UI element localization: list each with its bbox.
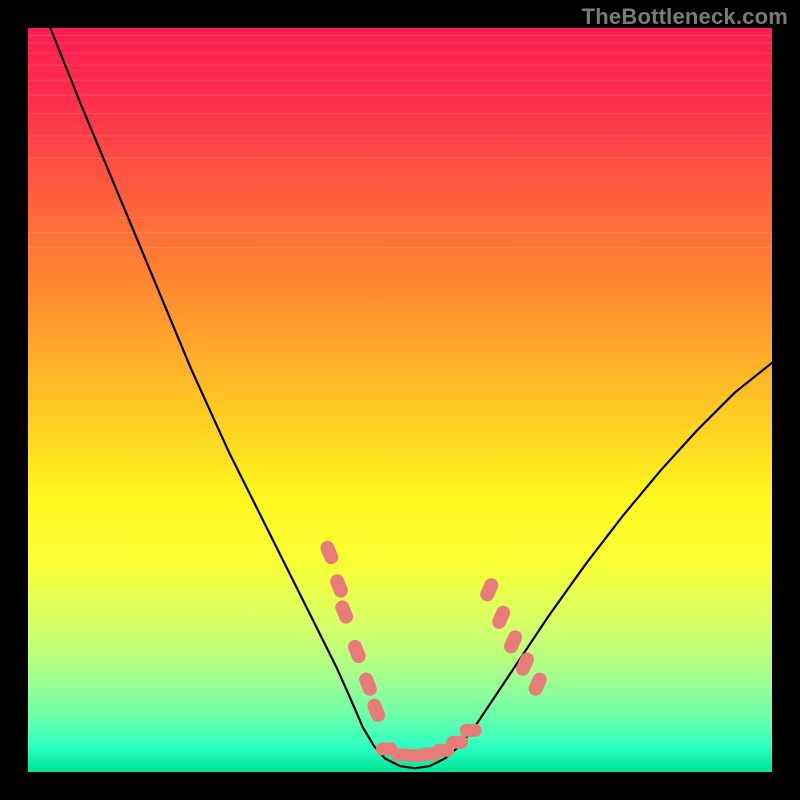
chart-svg [28,28,772,772]
watermark-text: TheBottleneck.com [582,4,788,30]
chart-outer: TheBottleneck.com [0,0,800,800]
chart-plot-area [28,28,772,772]
